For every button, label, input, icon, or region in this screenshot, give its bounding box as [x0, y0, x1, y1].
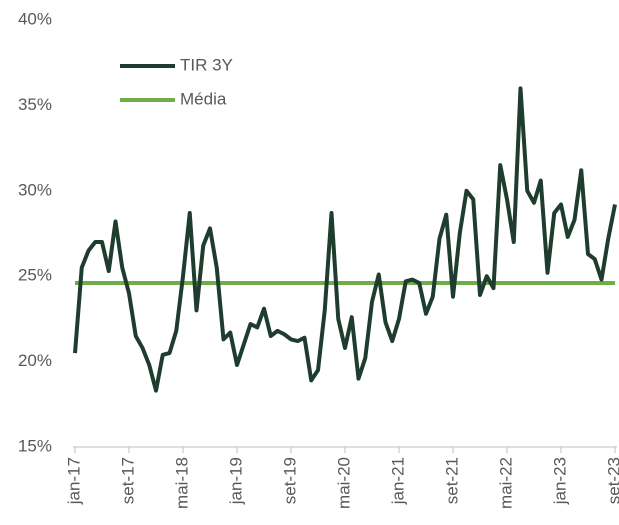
legend-label: TIR 3Y: [180, 55, 233, 74]
y-tick-label: 15%: [18, 436, 52, 455]
x-tick-label: set-21: [442, 457, 461, 504]
x-tick-label: mai-20: [334, 457, 353, 509]
x-tick-label: jan-21: [388, 457, 407, 505]
x-tick-label: set-23: [604, 457, 619, 504]
y-tick-label: 20%: [18, 351, 52, 370]
x-tick-label: mai-22: [496, 457, 515, 509]
y-tick-label: 35%: [18, 95, 52, 114]
x-tick-label: set-19: [280, 457, 299, 504]
x-tick-label: mai-18: [172, 457, 191, 509]
y-tick-label: 25%: [18, 266, 52, 285]
legend-label: Média: [180, 89, 227, 108]
y-tick-label: 40%: [18, 9, 52, 28]
series-line: [73, 86, 617, 393]
x-tick-label: jan-23: [550, 457, 569, 505]
x-tick-label: set-17: [118, 457, 137, 504]
x-tick-label: jan-17: [64, 457, 83, 505]
x-tick-label: jan-19: [226, 457, 245, 505]
y-tick-label: 30%: [18, 180, 52, 199]
